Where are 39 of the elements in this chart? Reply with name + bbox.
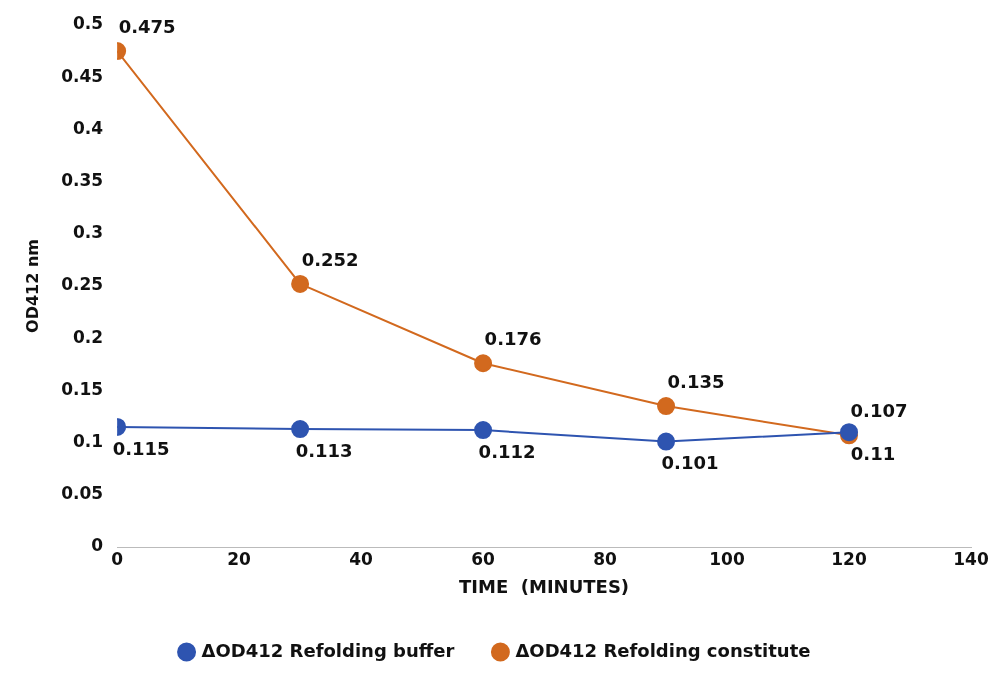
x-tick-label: 120 [831,548,867,569]
y-tick-label: 0.4 [73,117,104,138]
point [474,354,493,373]
y-axis-title: OD412 nm [22,239,42,333]
point [657,432,676,451]
data-label: 0.475 [118,15,176,37]
y-tick-label: 0.35 [61,170,104,191]
y-tick-label: 0 [91,535,104,556]
data-label: 0.115 [112,437,170,459]
data-label: 0.112 [478,440,536,462]
data-label: 0.176 [484,327,542,349]
y-tick-label: 0.2 [73,326,104,347]
x-tick-label: 20 [227,548,252,569]
data-label: 0.113 [295,439,353,461]
point [291,420,310,439]
x-tick-label: 0 [111,548,124,569]
data-label: 0.135 [667,370,725,392]
y-tick-label: 0.25 [61,274,104,295]
x-tick-label: 40 [349,548,374,569]
y-tick-label: 0.05 [61,483,104,504]
data-label: 0.11 [850,442,896,464]
data-label: 0.101 [661,452,719,474]
x-tick-label: 60 [471,548,496,569]
y-tick-label: 0.5 [73,13,104,34]
legend-label: ΔOD412 Refolding buffer [201,639,455,661]
y-tick-label: 0.1 [73,431,104,452]
x-tick-label: 80 [593,548,618,569]
point [291,274,310,293]
x-tick-label: 100 [709,548,745,569]
data-label: 0.252 [301,248,359,270]
data-label: 0.107 [850,399,908,421]
y-tick-label: 0.45 [61,65,104,86]
x-axis-title: TIME (MINUTES) [459,575,630,597]
y-tick-label: 0.3 [73,222,104,243]
point [474,421,493,440]
y-tick-label: 0.15 [61,378,104,399]
x-tick-label: 140 [953,548,989,569]
legend-label: ΔOD412 Refolding constitute [515,639,811,661]
point [657,397,676,416]
